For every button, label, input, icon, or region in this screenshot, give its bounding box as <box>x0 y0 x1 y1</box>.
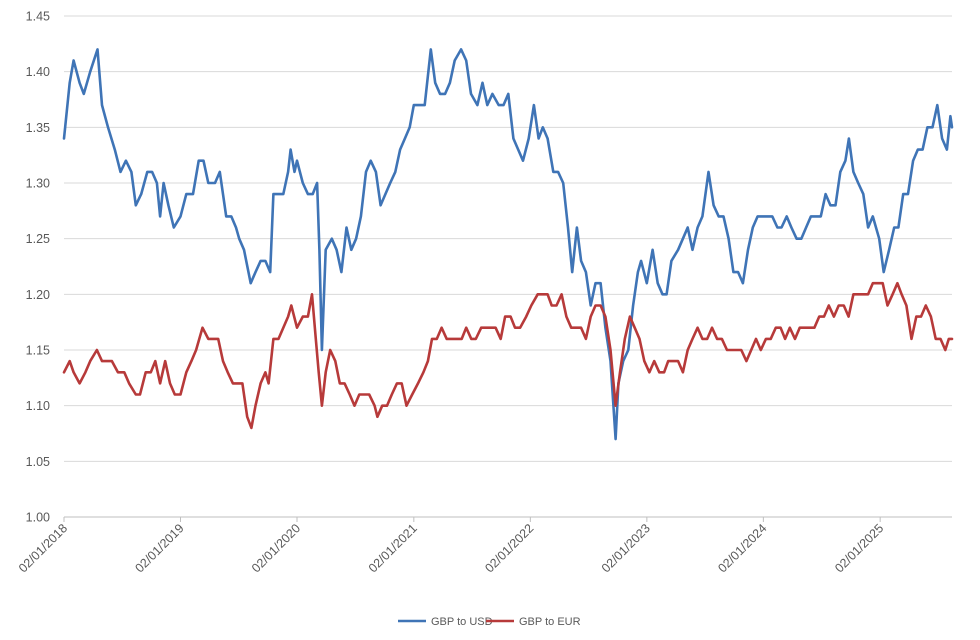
x-tick-label: 02/01/2022 <box>482 521 536 575</box>
y-tick-label: 1.35 <box>26 121 50 135</box>
grid-lines <box>64 15 952 462</box>
y-tick-label: 1.40 <box>26 65 50 79</box>
series-line-gbp-eur <box>62 281 954 430</box>
y-tick-label: 1.30 <box>26 177 50 191</box>
x-tick-label: 02/01/2025 <box>832 521 886 575</box>
y-axis: 1.00 1.05 1.10 1.15 1.20 1.25 1.30 1.35 1.40 1.45 <box>26 10 50 525</box>
y-tick-label: 1.45 <box>26 10 50 24</box>
x-tick-label: 02/01/2021 <box>366 521 420 575</box>
y-tick-label: 1.00 <box>26 511 50 525</box>
legend-label: GBP to EUR <box>519 616 581 628</box>
x-tick-label: 02/01/2019 <box>132 521 186 575</box>
series-line-gbp-usd <box>62 48 954 441</box>
x-axis: 02/01/2018 02/01/2019 02/01/2020 02/01/2021… <box>16 516 952 575</box>
y-tick-label: 1.15 <box>26 344 50 358</box>
y-tick-label: 1.05 <box>26 455 50 469</box>
x-tick-label: 02/01/2024 <box>715 521 769 575</box>
x-tick-label: 02/01/2023 <box>599 521 653 575</box>
y-tick-label: 1.10 <box>26 399 50 413</box>
y-tick-label: 1.25 <box>26 232 50 246</box>
series-lines <box>62 48 954 441</box>
y-tick-label: 1.20 <box>26 288 50 302</box>
legend: GBP to USD GBP to EUR <box>398 616 581 628</box>
x-tick-label: 02/01/2020 <box>249 521 303 575</box>
x-tick-label: 02/01/2018 <box>16 521 70 575</box>
legend-label: GBP to USD <box>431 616 493 628</box>
